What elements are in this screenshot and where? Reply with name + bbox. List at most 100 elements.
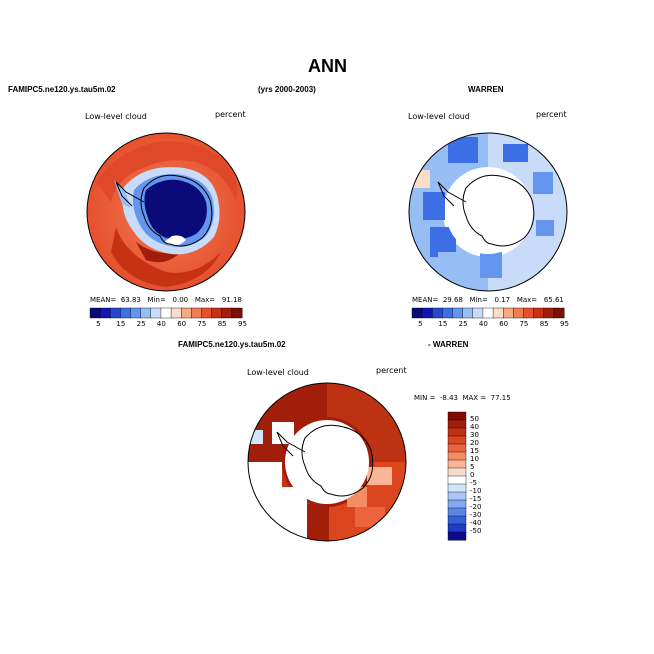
colorbar-tick-label: 10: [470, 455, 479, 463]
colorbar-swatch: [110, 307, 121, 319]
colorbar-tick-label: -10: [470, 487, 482, 495]
colorbar-swatch: [411, 307, 423, 319]
colorbar-swatch: [447, 443, 467, 453]
colorbar-tick-label: 75: [519, 320, 529, 328]
colorbar-swatch: [170, 307, 182, 319]
colorbar-swatch: [533, 307, 545, 319]
obs-max-value: 65.61: [543, 296, 564, 304]
colorbar-swatch: [447, 475, 467, 485]
colorbar-swatch: [99, 307, 111, 319]
model-stats: MEAN= 63.83 Min= 0.00 Max= 91.18: [90, 296, 242, 304]
diff-colorbar-labels: 50 40 30 20 15 10 5 0 -5 -10 -15 -20 -30 -40 -50: [470, 412, 500, 540]
colorbar-swatch: [231, 307, 243, 319]
model-max-value: 91.18: [221, 296, 242, 304]
colorbar-tick-label: 15: [116, 320, 126, 328]
colorbar-swatch: [447, 523, 467, 533]
diff-obs-label: - WARREN: [428, 340, 469, 349]
colorbar-tick-label: 0: [470, 471, 475, 479]
model-variable-label: Low-level cloud: [85, 112, 147, 121]
colorbar-tick-label: -15: [470, 495, 482, 503]
colorbar-swatch: [462, 307, 474, 319]
colorbar-swatch: [447, 467, 467, 477]
obs-variable-label: Low-level cloud: [408, 112, 470, 121]
colorbar-swatch: [447, 419, 467, 429]
colorbar-swatch: [447, 451, 467, 461]
colorbar-tick-label: 5: [470, 463, 475, 471]
obs-colorbar-labels: 5 15 25 40 60 75 85 95: [412, 320, 569, 330]
model-colorbar-labels: 5 15 25 40 60 75 85 95: [90, 320, 247, 330]
colorbar-tick-label: 40: [470, 423, 479, 431]
colorbar-tick-label: -30: [470, 511, 482, 519]
colorbar-tick-label: -5: [470, 479, 477, 487]
colorbar-swatch: [432, 307, 443, 319]
obs-polar-map: [408, 132, 568, 292]
colorbar-tick-label: 60: [177, 320, 187, 328]
diff-variable-label: Low-level cloud: [247, 368, 309, 377]
colorbar-tick-label: 85: [539, 320, 549, 328]
obs-colorbar: [411, 307, 565, 319]
colorbar-tick-label: 5: [96, 320, 101, 328]
colorbar-swatch: [513, 307, 524, 319]
colorbar-swatch: [472, 307, 484, 319]
obs-mean-value: 29.68: [442, 296, 463, 304]
diff-polar-map: [247, 382, 407, 542]
colorbar-tick-label: 5: [418, 320, 423, 328]
diff-max-value: 77.15: [490, 394, 511, 402]
model-polar-map: [86, 132, 246, 292]
colorbar-swatch: [447, 491, 467, 501]
obs-min-value: 0.17: [494, 296, 511, 304]
diff-min-value: -8.43: [439, 394, 459, 402]
colorbar-tick-label: 20: [470, 439, 479, 447]
colorbar-swatch: [447, 435, 467, 445]
colorbar-swatch: [553, 307, 565, 319]
colorbar-tick-label: 40: [156, 320, 166, 328]
diff-colorbar: [447, 411, 467, 541]
colorbar-swatch: [180, 307, 192, 319]
colorbar-tick-label: 75: [197, 320, 207, 328]
colorbar-swatch: [447, 499, 467, 509]
colorbar-swatch: [447, 531, 467, 541]
colorbar-swatch: [452, 307, 464, 319]
colorbar-swatch: [482, 307, 494, 319]
years-label: (yrs 2000-2003): [258, 85, 316, 94]
colorbar-swatch: [447, 459, 467, 469]
colorbar-swatch: [502, 307, 514, 319]
colorbar-tick-label: 25: [458, 320, 468, 328]
colorbar-swatch: [191, 307, 202, 319]
colorbar-swatch: [160, 307, 172, 319]
colorbar-tick-label: 25: [136, 320, 146, 328]
diff-case-label: FAMIPC5.ne120.ys.tau5m.02: [178, 340, 286, 349]
colorbar-tick-label: 95: [560, 320, 569, 328]
model-case-label: FAMIPC5.ne120.ys.tau5m.02: [8, 85, 116, 94]
colorbar-swatch: [447, 507, 467, 517]
model-mean-value: 63.83: [120, 296, 141, 304]
colorbar-swatch: [442, 307, 454, 319]
model-colorbar: [89, 307, 243, 319]
colorbar-tick-label: -20: [470, 503, 482, 511]
colorbar-swatch: [120, 307, 132, 319]
colorbar-tick-label: 15: [470, 447, 479, 455]
obs-label: WARREN: [468, 85, 504, 94]
colorbar-tick-label: -40: [470, 519, 482, 527]
colorbar-swatch: [130, 307, 142, 319]
colorbar-swatch: [201, 307, 213, 319]
diff-units-label: percent: [376, 366, 407, 375]
colorbar-tick-label: 30: [470, 431, 479, 439]
colorbar-swatch: [447, 515, 467, 525]
colorbar-swatch: [523, 307, 535, 319]
colorbar-tick-label: 60: [499, 320, 509, 328]
colorbar-swatch: [492, 307, 504, 319]
colorbar-swatch: [211, 307, 223, 319]
obs-units-label: percent: [536, 110, 567, 119]
colorbar-swatch: [447, 483, 467, 493]
colorbar-tick-label: 50: [470, 415, 479, 423]
colorbar-swatch: [543, 307, 555, 319]
colorbar-swatch: [221, 307, 233, 319]
colorbar-swatch: [89, 307, 101, 319]
model-units-label: percent: [215, 110, 246, 119]
colorbar-swatch: [150, 307, 162, 319]
figure-title: ANN: [308, 56, 347, 76]
colorbar-swatch: [447, 427, 467, 437]
colorbar-tick-label: 40: [478, 320, 488, 328]
colorbar-swatch: [421, 307, 433, 319]
